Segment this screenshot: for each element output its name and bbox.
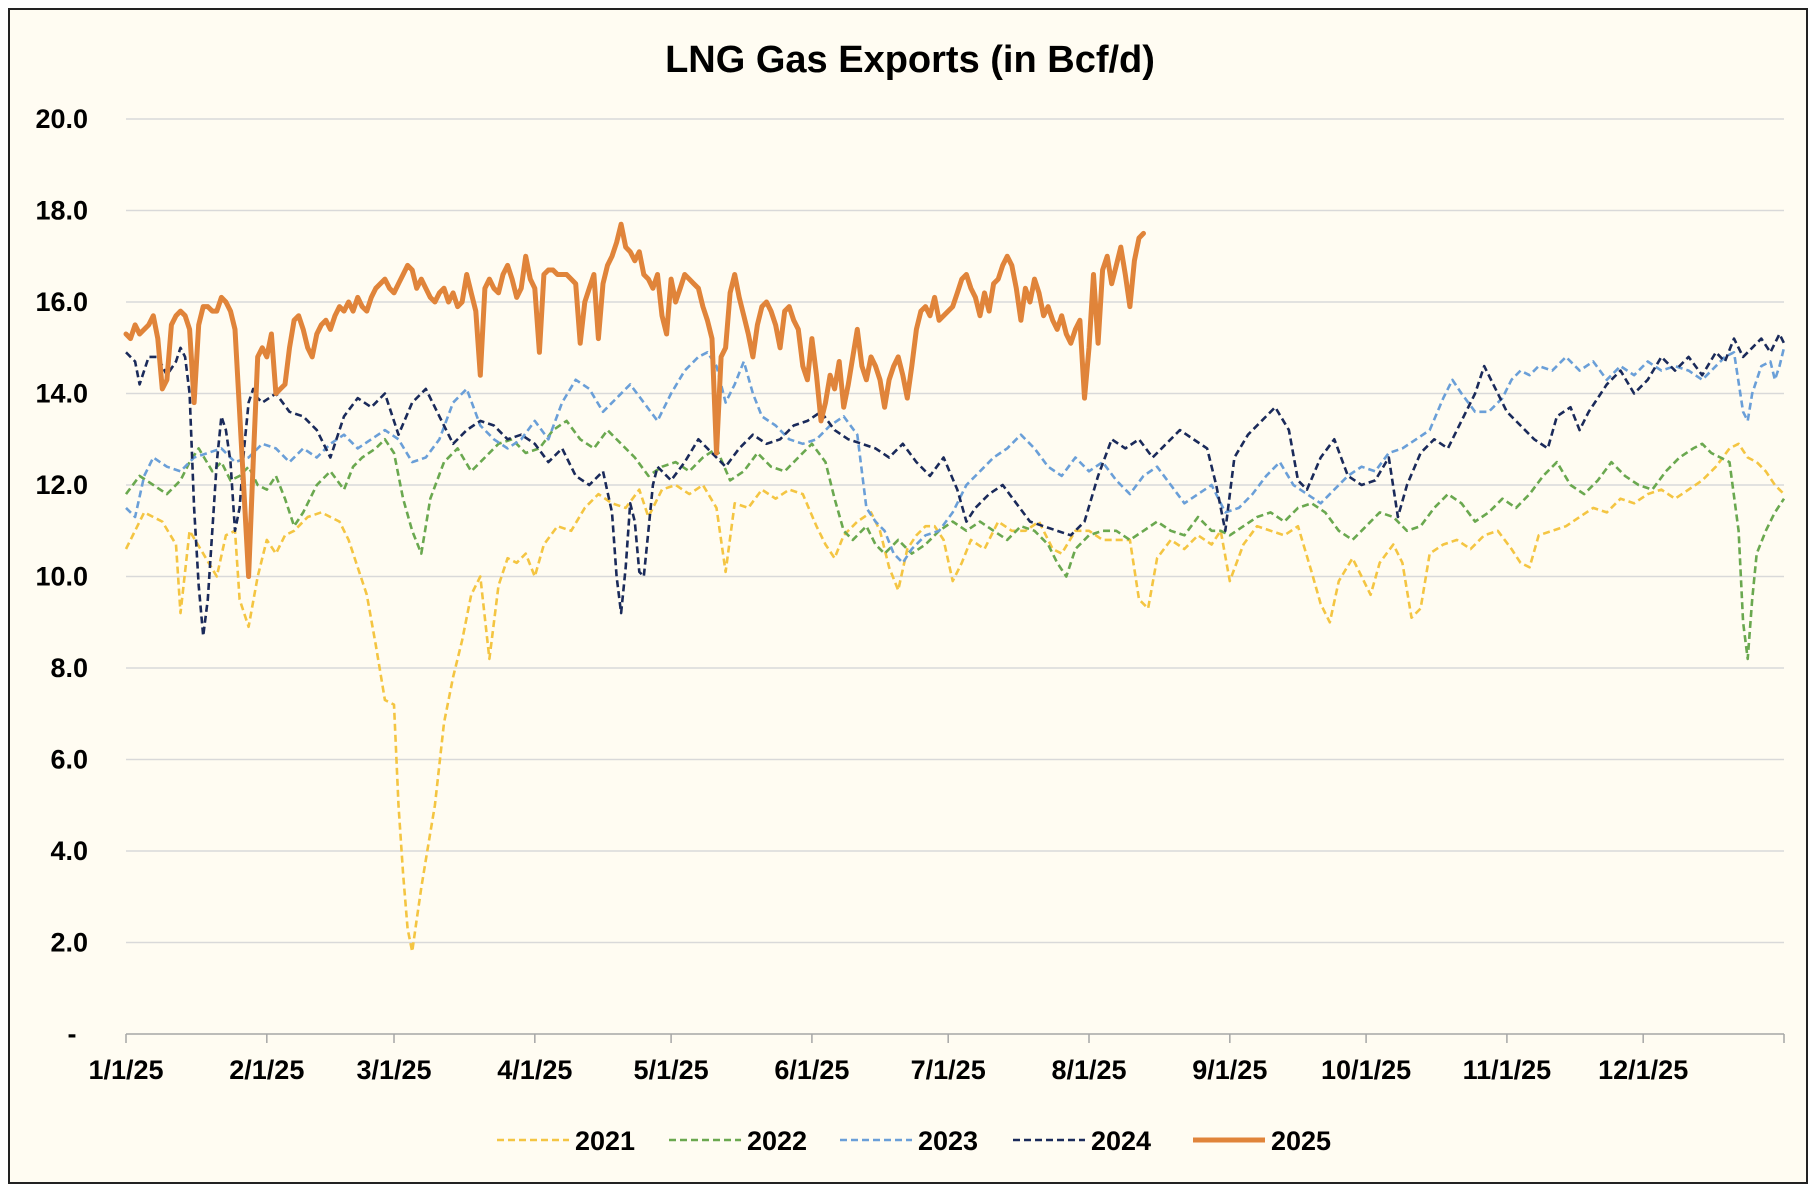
x-tick-label: 3/1/25	[356, 1055, 431, 1085]
x-tick-label: 11/1/25	[1463, 1055, 1552, 1085]
y-tick-label: -	[68, 1019, 77, 1049]
y-tick-label: 10.0	[35, 562, 88, 592]
gridlines	[126, 118, 1784, 944]
legend-label-2025: 2025	[1271, 1126, 1331, 1156]
series-line-2023	[125, 347, 1786, 565]
x-tick-label: 9/1/25	[1192, 1055, 1267, 1085]
y-tick-label: 16.0	[35, 287, 88, 317]
y-tick-label: 2.0	[50, 928, 88, 958]
y-tick-label: 12.0	[35, 470, 88, 500]
legend-label-2024: 2024	[1091, 1126, 1151, 1156]
x-tick-label: 2/1/25	[229, 1055, 304, 1085]
x-tick-label: 1/1/25	[88, 1055, 163, 1085]
chart-title: LNG Gas Exports (in Bcf/d)	[665, 39, 1155, 81]
series-line-2024	[125, 332, 1786, 638]
series-line-2021	[124, 442, 1785, 953]
x-tick-label: 4/1/25	[497, 1055, 572, 1085]
x-tick-label: 5/1/25	[634, 1055, 709, 1085]
x-tick-label: 7/1/25	[911, 1055, 986, 1085]
series-line-2025	[123, 221, 1146, 579]
series-lines	[123, 221, 1786, 953]
legend-label-2022: 2022	[747, 1126, 807, 1156]
y-tick-label: 6.0	[50, 745, 88, 775]
y-tick-label: 14.0	[35, 379, 88, 409]
axes: - 2.0 4.0 6.0 8.0 10.0 12.0 14.0 16.0 18.0 20.0 1/1…	[35, 104, 1785, 1085]
x-tick-label: 10/1/25	[1321, 1055, 1411, 1085]
y-tick-label: 20.0	[35, 104, 88, 134]
legend: 2021 2022 2023 2024 2025	[497, 1126, 1331, 1156]
chart-svg: LNG Gas Exports (in Bcf/d) - 2.0 4.0 6.0 8.0…	[35, 39, 1786, 1156]
chart-frame: LNG Gas Exports (in Bcf/d) - 2.0 4.0 6.0 8.0…	[8, 8, 1808, 1184]
y-tick-label: 8.0	[50, 653, 88, 683]
series-line-2022	[124, 419, 1786, 661]
x-tick-label: 12/1/25	[1598, 1055, 1688, 1085]
x-tick-label: 6/1/25	[774, 1055, 849, 1085]
legend-label-2021: 2021	[575, 1126, 635, 1156]
x-tick-label: 8/1/25	[1051, 1055, 1126, 1085]
legend-label-2023: 2023	[918, 1126, 978, 1156]
y-tick-label: 18.0	[35, 196, 88, 226]
y-tick-label: 4.0	[50, 836, 88, 866]
